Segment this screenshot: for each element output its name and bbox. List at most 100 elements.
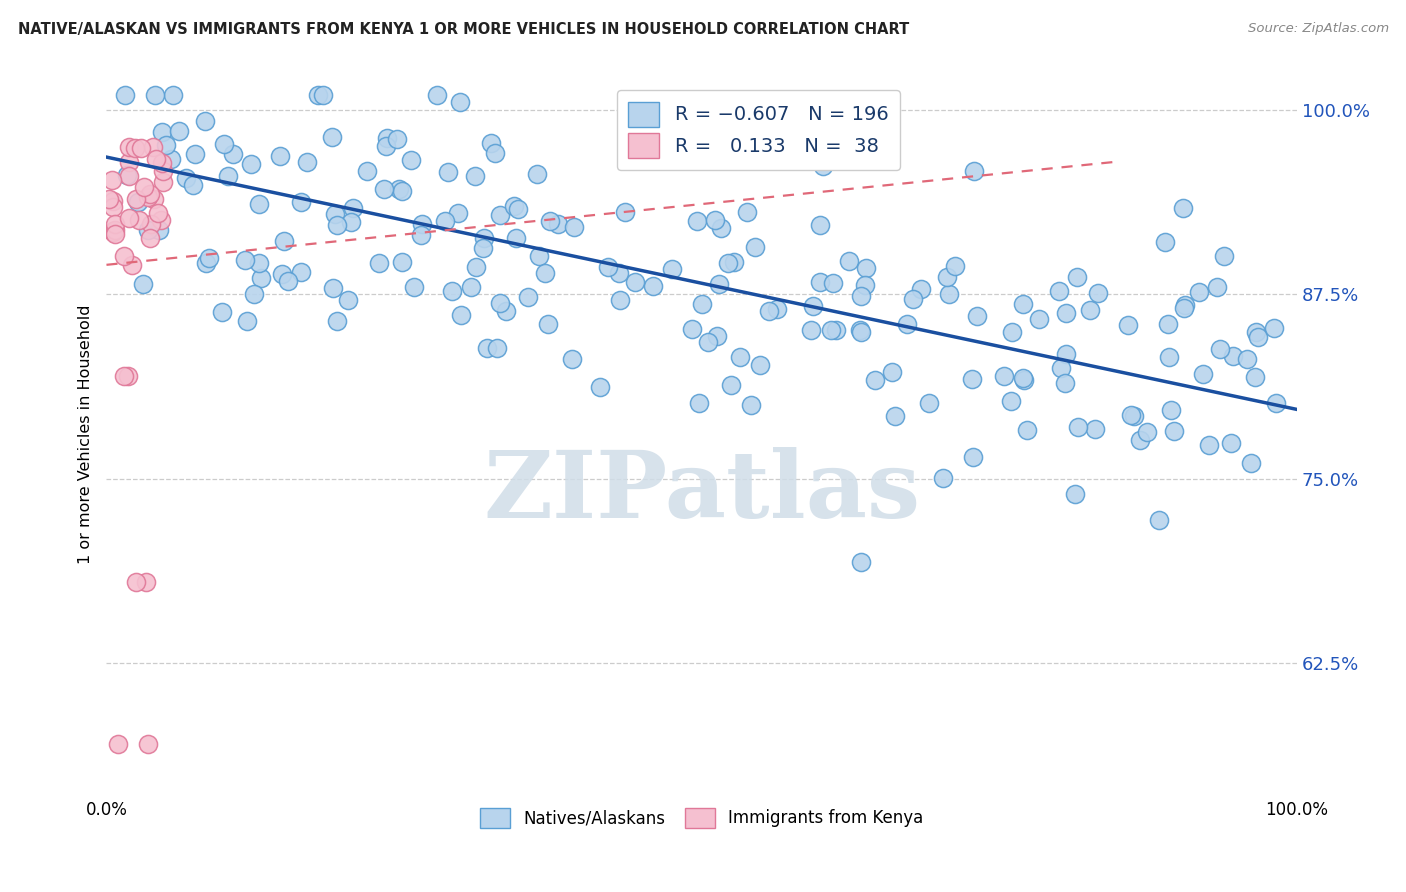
Point — [367, 256, 389, 270]
Point — [963, 163, 986, 178]
Point — [212, 137, 235, 152]
Point — [307, 88, 329, 103]
Point — [356, 164, 378, 178]
Point — [962, 450, 984, 464]
Point — [134, 179, 156, 194]
Point — [181, 178, 204, 193]
Point — [938, 286, 960, 301]
Point — [290, 265, 312, 279]
Point — [131, 277, 153, 291]
Point — [183, 147, 205, 161]
Point — [148, 223, 170, 237]
Point — [526, 167, 548, 181]
Point — [118, 140, 141, 154]
Point — [155, 138, 177, 153]
Point — [1000, 325, 1022, 339]
Point — [342, 201, 364, 215]
Point — [688, 396, 710, 410]
Point — [374, 138, 396, 153]
Point — [707, 277, 730, 291]
Point — [1240, 456, 1263, 470]
Point — [139, 187, 162, 202]
Point — [127, 195, 149, 210]
Point — [740, 398, 762, 412]
Point — [643, 278, 665, 293]
Point — [1244, 325, 1267, 339]
Point — [1198, 437, 1220, 451]
Point — [488, 296, 510, 310]
Point — [932, 471, 955, 485]
Point — [588, 379, 610, 393]
Point — [562, 220, 585, 235]
Point — [808, 219, 831, 233]
Point — [135, 575, 157, 590]
Point — [409, 227, 432, 242]
Point — [1012, 373, 1035, 387]
Point — [686, 214, 709, 228]
Point — [475, 341, 498, 355]
Point — [884, 409, 907, 423]
Point — [447, 206, 470, 220]
Point — [1244, 370, 1267, 384]
Point — [391, 254, 413, 268]
Point — [744, 240, 766, 254]
Point — [661, 261, 683, 276]
Point — [489, 208, 512, 222]
Point — [194, 256, 217, 270]
Point — [1206, 280, 1229, 294]
Point — [823, 276, 845, 290]
Point — [118, 169, 141, 184]
Point — [124, 141, 146, 155]
Point — [98, 192, 121, 206]
Point — [1220, 436, 1243, 450]
Point — [486, 341, 509, 355]
Point — [101, 173, 124, 187]
Point — [141, 217, 163, 231]
Point — [399, 153, 422, 167]
Point — [115, 169, 138, 183]
Point — [527, 248, 550, 262]
Point — [136, 223, 159, 237]
Point — [297, 155, 319, 169]
Point — [312, 88, 335, 103]
Point — [696, 334, 718, 349]
Point — [142, 140, 165, 154]
Point — [838, 254, 860, 268]
Point — [758, 303, 780, 318]
Point — [125, 575, 148, 590]
Point — [107, 738, 129, 752]
Point — [373, 182, 395, 196]
Point — [1084, 422, 1107, 436]
Point — [1028, 312, 1050, 326]
Point — [322, 281, 344, 295]
Point — [717, 256, 740, 270]
Point — [538, 213, 561, 227]
Point — [851, 325, 873, 339]
Point — [495, 303, 517, 318]
Point — [128, 212, 150, 227]
Point — [801, 299, 824, 313]
Point — [273, 234, 295, 248]
Point — [723, 255, 745, 269]
Point — [1171, 201, 1194, 215]
Point — [800, 323, 823, 337]
Point — [748, 358, 770, 372]
Point — [1213, 249, 1236, 263]
Point — [943, 259, 966, 273]
Point — [1116, 318, 1139, 332]
Point — [1264, 396, 1286, 410]
Point — [337, 293, 360, 307]
Point — [290, 195, 312, 210]
Point — [1087, 286, 1109, 301]
Point — [681, 322, 703, 336]
Point — [516, 290, 538, 304]
Point — [104, 217, 127, 231]
Point — [326, 218, 349, 232]
Point — [112, 368, 135, 383]
Point — [129, 141, 152, 155]
Point — [472, 231, 495, 245]
Point — [1047, 284, 1070, 298]
Point — [148, 206, 170, 220]
Point — [472, 240, 495, 254]
Point — [321, 130, 343, 145]
